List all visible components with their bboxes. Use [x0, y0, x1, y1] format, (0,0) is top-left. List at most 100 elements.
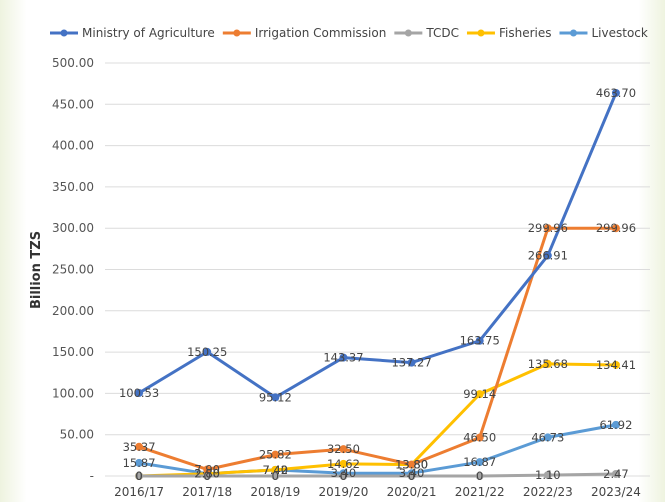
data-point — [475, 472, 484, 480]
x-tick-label: 2016/17 — [114, 485, 164, 499]
data-label: 2.80 — [194, 467, 220, 481]
data-label: 61.92 — [599, 418, 632, 432]
y-tick-label: 50.00 — [60, 428, 94, 442]
data-point — [339, 353, 348, 362]
data-point — [543, 251, 552, 260]
legend-item: TCDC — [394, 26, 459, 40]
data-label: 7.90 — [194, 462, 220, 476]
legend-label: Ministry of Agriculture — [82, 26, 215, 40]
data-label: 299.96 — [596, 221, 636, 235]
data-point — [611, 88, 620, 97]
series-line — [139, 362, 616, 478]
series — [135, 224, 620, 474]
legend-marker — [477, 29, 485, 37]
data-label: 7.42 — [263, 463, 289, 477]
data-label: 3.40 — [399, 466, 425, 480]
data-point — [339, 459, 348, 468]
data-point — [475, 433, 484, 442]
data-label: 32.50 — [327, 442, 360, 456]
legend-marker — [60, 29, 68, 37]
data-label: 2.47 — [603, 467, 629, 481]
y-tick-label: 350.00 — [52, 180, 94, 194]
y-tick-label: 300.00 — [52, 221, 94, 235]
data-label: 35.37 — [123, 440, 156, 454]
data-point — [203, 472, 212, 480]
data-label: 0 — [340, 469, 347, 483]
data-label: 7.40 — [263, 463, 289, 477]
data-label: 14.62 — [327, 457, 360, 471]
x-tick-label: 2023/24 — [591, 485, 641, 499]
x-tick-label: 2019/20 — [319, 485, 369, 499]
data-point — [271, 465, 280, 474]
data-point — [543, 433, 552, 442]
legend-item: Ministry of Agriculture — [50, 26, 215, 40]
data-point — [475, 336, 484, 345]
series-line — [138, 226, 616, 471]
data-label: 143.37 — [323, 351, 363, 365]
x-tick-label: 2022/23 — [523, 485, 573, 499]
data-point — [543, 471, 552, 480]
data-label: 134.41 — [596, 358, 636, 372]
data-label: 46.50 — [463, 431, 496, 445]
data-point — [135, 472, 144, 480]
legend-item: Irrigation Commission — [222, 26, 387, 40]
legend-marker — [569, 29, 577, 37]
data-label: 0 — [204, 469, 211, 483]
data-point — [407, 460, 416, 469]
y-tick-label: 250.00 — [52, 263, 94, 277]
data-point — [203, 465, 212, 474]
data-point — [339, 472, 348, 480]
data-point — [135, 388, 144, 397]
series-lines — [135, 88, 620, 480]
x-axis-ticks: 2016/17 2017/18 2018/19 2019/20 2020/21 2021/… — [114, 485, 641, 499]
data-label: 13.80 — [395, 458, 428, 472]
legend-item: Livestock — [559, 26, 648, 40]
legend-label: Irrigation Commission — [255, 26, 387, 40]
series — [135, 469, 620, 480]
data-point — [271, 472, 280, 480]
x-tick-label: 2018/19 — [250, 485, 300, 499]
data-point — [611, 469, 620, 478]
data-point — [543, 224, 552, 233]
data-point — [475, 458, 484, 467]
y-axis-ticks: - 50.00 100.00 150.00 200.00 250.00 300.00 350.… — [52, 56, 94, 483]
data-label: 135.68 — [528, 357, 568, 371]
data-label: 46.73 — [531, 430, 564, 444]
data-point — [203, 347, 212, 356]
data-point — [407, 358, 416, 367]
y-tick-label: 450.00 — [52, 97, 94, 111]
data-label: 3.40 — [331, 466, 357, 480]
data-label: 1.10 — [535, 468, 561, 482]
data-label: 150.25 — [187, 345, 227, 359]
data-label: 137.27 — [391, 356, 431, 370]
legend-label: TCDC — [425, 26, 459, 40]
data-point — [611, 420, 620, 429]
legend-marker — [404, 29, 412, 37]
data-label: 163.75 — [460, 334, 500, 348]
data-label: 0 — [272, 469, 279, 483]
gridlines — [105, 62, 650, 477]
data-point — [271, 393, 280, 402]
data-point — [611, 360, 620, 369]
y-tick-label: 100.00 — [52, 386, 94, 400]
data-label: 0 — [135, 469, 142, 483]
data-point — [135, 458, 144, 467]
y-tick-label: 500.00 — [52, 56, 94, 70]
y-axis-label: Billion TZS — [29, 231, 44, 309]
legend-item: Fisheries — [466, 26, 551, 40]
data-label: 0 — [408, 469, 415, 483]
data-label: 16.87 — [463, 455, 496, 469]
x-tick-label: 2020/21 — [387, 485, 437, 499]
legend: Ministry of Agriculture Irrigation Commis… — [50, 26, 648, 40]
data-label: 2.80 — [194, 467, 220, 481]
data-point — [339, 445, 348, 454]
data-label: 0 — [135, 469, 142, 483]
data-point — [475, 390, 484, 399]
data-label: 95.12 — [259, 390, 292, 404]
y-tick-label: 150.00 — [52, 345, 94, 359]
data-label: 13.80 — [395, 458, 428, 472]
data-point — [271, 450, 280, 459]
y-tick-label: - — [90, 469, 94, 483]
y-tick-label: 400.00 — [52, 139, 94, 153]
